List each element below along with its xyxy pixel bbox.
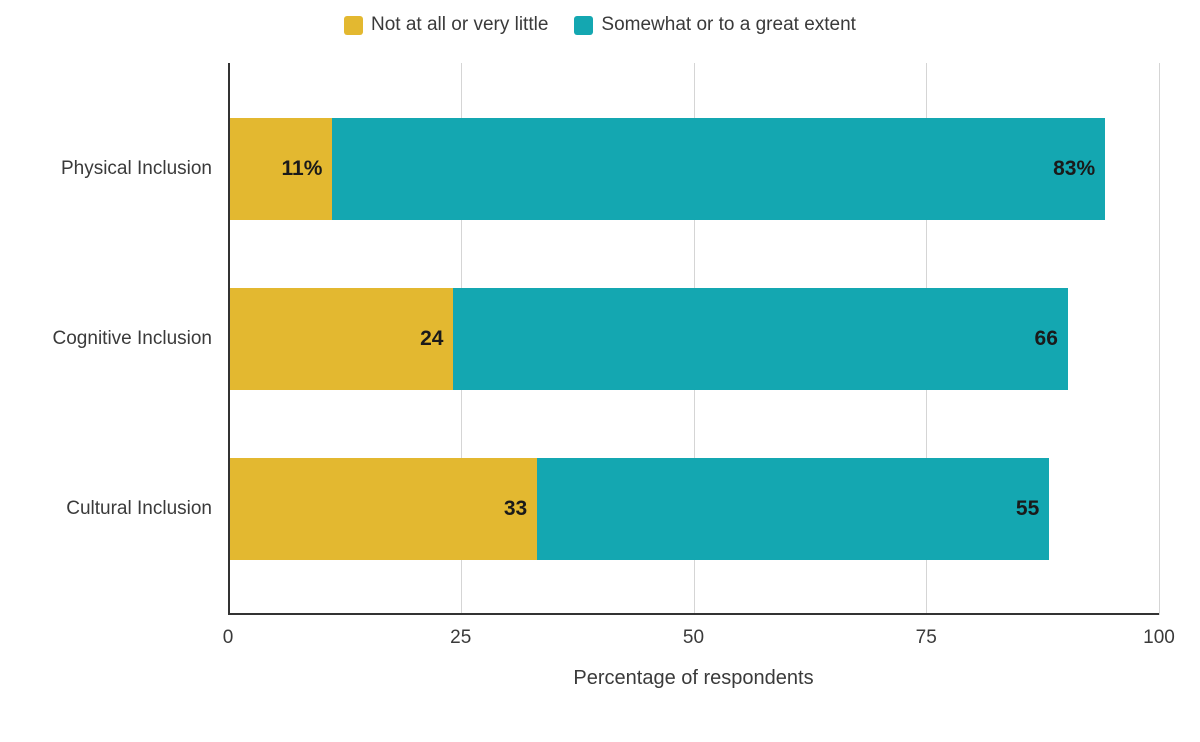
bar-segment: 55 [537,458,1049,560]
bar-value-label: 66 [1035,327,1058,351]
inclusion-chart: Not at all or very little Somewhat or to… [0,0,1200,742]
bar-value-label: 11% [282,157,323,181]
legend-swatch [574,16,593,35]
y-axis-line [228,63,230,615]
gridline [1159,63,1160,615]
bar-value-label: 55 [1016,497,1039,521]
x-axis-title: Percentage of respondents [573,667,813,690]
legend-item: Somewhat or to a great extent [574,14,856,36]
x-tick-label: 100 [1143,627,1175,649]
x-tick-label: 75 [916,627,937,649]
category-label: Cognitive Inclusion [2,328,212,350]
x-tick-label: 50 [683,627,704,649]
legend-label: Somewhat or to a great extent [601,14,856,36]
category-label: Cultural Inclusion [2,498,212,520]
bar-value-label: 33 [504,497,527,521]
bar-row: Cognitive Inclusion2466 [230,288,1068,390]
bar-segment: 24 [230,288,453,390]
plot-area: Percentage of respondents 0255075100Phys… [228,63,1159,615]
bar-segment: 83% [332,118,1105,220]
bar-value-label: 83% [1053,157,1095,181]
bar-segment: 33 [230,458,537,560]
x-axis-line [228,613,1159,615]
bar-row: Cultural Inclusion3355 [230,458,1049,560]
legend-swatch [344,16,363,35]
bar-row: Physical Inclusion11%83% [230,118,1105,220]
x-tick-label: 25 [450,627,471,649]
bar-segment: 11% [230,118,332,220]
x-tick-label: 0 [223,627,234,649]
bar-segment: 66 [453,288,1067,390]
legend-label: Not at all or very little [371,14,548,36]
legend-item: Not at all or very little [344,14,548,36]
category-label: Physical Inclusion [2,158,212,180]
bar-value-label: 24 [420,327,443,351]
legend: Not at all or very little Somewhat or to… [0,14,1200,36]
